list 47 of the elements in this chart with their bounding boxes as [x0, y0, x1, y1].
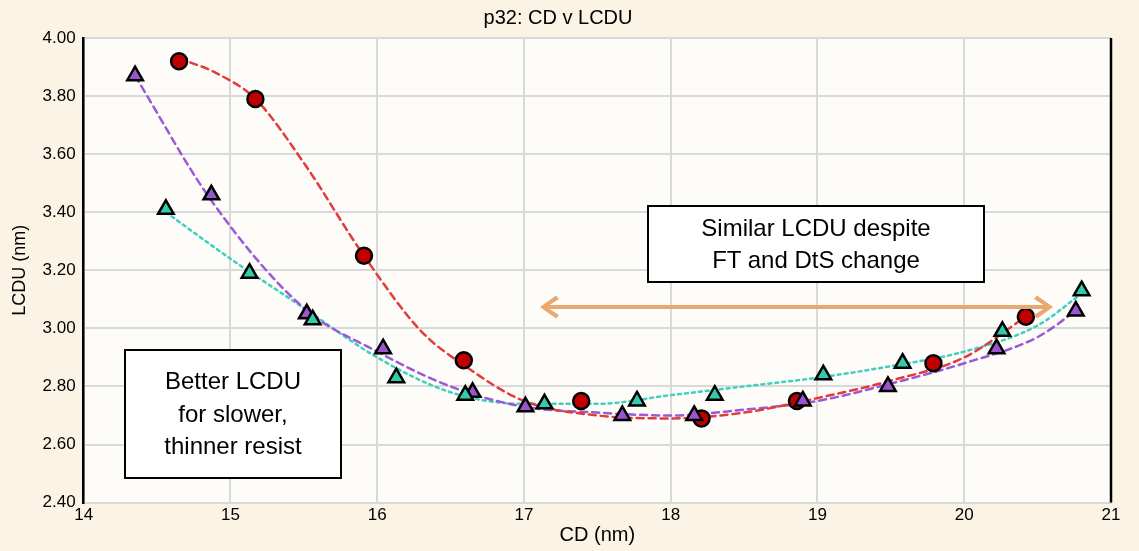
- y-tick-label: 3.00: [42, 318, 76, 338]
- x-tick-label: 19: [808, 505, 827, 525]
- point: [240, 262, 259, 279]
- point: [893, 352, 912, 369]
- point: [993, 321, 1012, 338]
- y-axis-title: LCDU (nm): [8, 224, 29, 316]
- y-tick-label: 2.40: [42, 492, 76, 512]
- x-tick-label: 21: [1101, 505, 1121, 525]
- point: [613, 405, 632, 422]
- x-tick-label: 17: [514, 505, 534, 525]
- point: [535, 393, 554, 410]
- point: [169, 51, 189, 71]
- y-tick-label: 3.20: [42, 259, 76, 279]
- x-tick-label: 20: [954, 505, 974, 525]
- x-tick-label: 14: [74, 505, 94, 525]
- point: [456, 384, 475, 401]
- point: [1072, 280, 1091, 297]
- callout-box: Better LCDU for slower, thinner resist: [124, 349, 342, 479]
- point: [627, 390, 647, 407]
- point: [987, 338, 1006, 355]
- point: [924, 353, 943, 373]
- y-tick-label: 3.80: [42, 85, 76, 105]
- point: [126, 65, 145, 82]
- chart-title: p32: CD v LCDU: [483, 5, 633, 28]
- point: [303, 309, 322, 326]
- x-tick-label: 15: [220, 505, 240, 525]
- y-tick-label: 3.40: [42, 201, 76, 221]
- point: [246, 89, 265, 109]
- y-tick-label: 3.60: [42, 143, 76, 163]
- point: [685, 405, 704, 422]
- x-tick-label: 18: [661, 505, 681, 525]
- point: [374, 338, 393, 355]
- point: [1066, 300, 1085, 317]
- point: [705, 384, 724, 401]
- point: [516, 396, 535, 413]
- point: [793, 390, 812, 407]
- point: [202, 184, 221, 201]
- point: [387, 367, 406, 384]
- point: [878, 376, 897, 393]
- x-axis-title: CD (nm): [559, 522, 636, 545]
- callout-box: Similar LCDU despite FT and DtS change: [647, 205, 985, 283]
- x-tick-label: 16: [367, 505, 387, 525]
- y-tick-label: 2.60: [42, 434, 76, 454]
- point: [156, 199, 175, 216]
- y-tick-label: 2.80: [42, 376, 76, 396]
- y-tick-label: 4.00: [42, 27, 76, 47]
- point: [814, 364, 833, 381]
